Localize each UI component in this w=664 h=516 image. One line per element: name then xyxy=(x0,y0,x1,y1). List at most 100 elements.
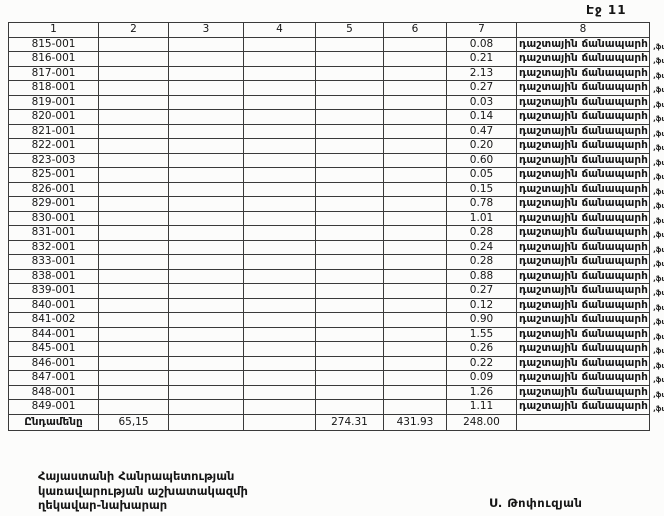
parcel-code-cell: 846-001 xyxy=(8,355,99,371)
area-value-cell: 0.14 xyxy=(446,109,517,125)
parcel-code-cell: 823-003 xyxy=(8,152,99,168)
cell-empty xyxy=(383,210,447,226)
area-value-cell: 0.27 xyxy=(446,283,517,299)
land-use-label: դաշտային ճանապարհ xyxy=(519,313,648,326)
cell-empty xyxy=(168,355,244,371)
cell-empty xyxy=(383,138,447,154)
area-value-cell: 0.12 xyxy=(446,297,517,313)
cell-empty xyxy=(168,384,244,400)
margin-fragment: ,ֆմ xyxy=(653,202,664,210)
table-row: 848-001 1.26 դաշտային ճանապարհ ,ֆմ xyxy=(8,384,664,400)
land-use-label: դաշտային ճանապարհ xyxy=(519,153,648,166)
cell-empty xyxy=(383,225,447,241)
land-use-label: դաշտային ճանապարհ xyxy=(519,37,648,50)
cell-empty xyxy=(315,341,384,357)
column-header-2: 2 xyxy=(98,22,169,38)
margin-fragment: ,ֆմ xyxy=(653,231,664,239)
land-use-cell: դաշտային ճանապարհ ,ֆմ xyxy=(516,152,664,168)
table-row: 818-001 0.27 դաշտային ճանապարհ ,ֆմ xyxy=(8,80,664,96)
table-row: 823-003 0.60 դաշտային ճանապարհ ,ֆմ xyxy=(8,152,664,168)
margin-fragment: ,ֆմ xyxy=(653,274,664,283)
margin-fragment: ,ֆմ xyxy=(653,216,664,225)
cell-empty xyxy=(315,268,384,284)
cell-empty xyxy=(243,399,316,415)
area-value-cell: 0.26 xyxy=(446,341,517,357)
cell-empty xyxy=(243,225,316,241)
land-use-label: դաշտային ճանապարհ xyxy=(519,356,648,369)
cell-empty xyxy=(315,80,384,96)
cell-empty xyxy=(315,36,384,52)
area-value-cell: 0.03 xyxy=(446,94,517,110)
cell-empty xyxy=(383,370,447,386)
land-use-cell: դաշտային ճանապարհ ,ֆմ xyxy=(516,51,664,67)
total-col6: 431.93 xyxy=(383,413,447,431)
land-use-cell: դաշտային ճանապարհ ,ֆմ xyxy=(516,138,664,154)
cell-empty xyxy=(168,181,244,197)
total-row: Ընդամենը 65,15 274.31 431.93 248.00 xyxy=(8,413,650,431)
land-use-label: դաշտային ճանապարհ xyxy=(519,255,648,268)
land-use-label: դաշտային ճանապարհ xyxy=(519,66,648,79)
signatory-name: Ս. Թոփուզյան xyxy=(489,496,583,510)
margin-fragment: ,ֆմ xyxy=(653,347,664,355)
cell-empty xyxy=(315,152,384,168)
table-row: 826-001 0.15 դաշտային ճանապարհ ,ֆմ xyxy=(8,181,664,197)
area-value-cell: 0.20 xyxy=(446,138,517,154)
parcel-code-cell: 815-001 xyxy=(8,36,99,52)
table-row: 845-001 0.26 դաշտային ճանապարհ ,ֆմ xyxy=(8,341,664,357)
land-use-label: դաշտային ճանապարհ xyxy=(519,284,648,297)
area-value-cell: 0.09 xyxy=(446,370,517,386)
parcel-code-cell: 839-001 xyxy=(8,283,99,299)
margin-fragment: ,ֆմ xyxy=(653,376,664,384)
table-row: 825-001 0.05 դաշտային ճանապարհ ,ֆմ xyxy=(8,167,664,183)
land-use-label: դաշտային ճանապարհ xyxy=(519,371,648,384)
cell-empty xyxy=(315,51,384,67)
area-value-cell: 0.24 xyxy=(446,239,517,255)
cell-empty xyxy=(168,312,244,328)
margin-fragment: ,ֆմ xyxy=(653,42,664,51)
margin-fragment: ,ֆմ xyxy=(653,405,664,413)
cell-empty xyxy=(168,109,244,125)
parcel-code-cell: 818-001 xyxy=(8,80,99,96)
land-use-label: դաշտային ճանապարհ xyxy=(519,110,648,123)
cell-empty xyxy=(383,51,447,67)
cell-empty xyxy=(168,283,244,299)
cell-empty xyxy=(98,239,169,255)
parcel-code-cell: 829-001 xyxy=(8,196,99,212)
land-use-cell: դաշտային ճանապարհ ,ֆմ xyxy=(516,370,664,386)
cell-empty xyxy=(383,65,447,81)
area-value-cell: 0.28 xyxy=(446,254,517,270)
cell-empty xyxy=(383,36,447,52)
parcel-code-cell: 845-001 xyxy=(8,341,99,357)
land-use-cell: դաշտային ճանապարհ ,ֆմ xyxy=(516,312,664,328)
parcel-code-cell: 821-001 xyxy=(8,123,99,139)
cell-empty xyxy=(243,326,316,342)
parcel-code-cell: 848-001 xyxy=(8,384,99,400)
cell-empty xyxy=(383,399,447,415)
cell-empty xyxy=(98,152,169,168)
total-col2: 65,15 xyxy=(98,413,169,431)
parcel-code-cell: 819-001 xyxy=(8,94,99,110)
margin-fragment: ,ֆմ xyxy=(653,173,664,181)
area-value-cell: 1.11 xyxy=(446,399,517,415)
table-row: 844-001 1.55 դաշտային ճանապարհ ,ֆմ xyxy=(8,326,664,342)
cell-empty xyxy=(243,196,316,212)
land-use-label: դաշտային ճանապարհ xyxy=(519,226,648,239)
cell-empty xyxy=(98,254,169,270)
column-header-6: 6 xyxy=(383,22,447,38)
cell-empty xyxy=(315,297,384,313)
cell-empty xyxy=(383,123,447,139)
land-use-cell: դաշտային ճանապարհ ,ֆմ xyxy=(516,80,664,96)
cell-empty xyxy=(98,384,169,400)
cell-empty xyxy=(98,80,169,96)
parcel-code-cell: 825-001 xyxy=(8,167,99,183)
area-value-cell: 0.88 xyxy=(446,268,517,284)
cell-empty xyxy=(243,167,316,183)
cell-empty xyxy=(383,297,447,313)
cell-empty xyxy=(98,181,169,197)
parcel-code-cell: 831-001 xyxy=(8,225,99,241)
area-value-cell: 0.27 xyxy=(446,80,517,96)
cell-empty xyxy=(315,138,384,154)
cell-empty xyxy=(315,312,384,328)
land-use-cell: դաշտային ճանապարհ ,ֆմ xyxy=(516,65,664,81)
